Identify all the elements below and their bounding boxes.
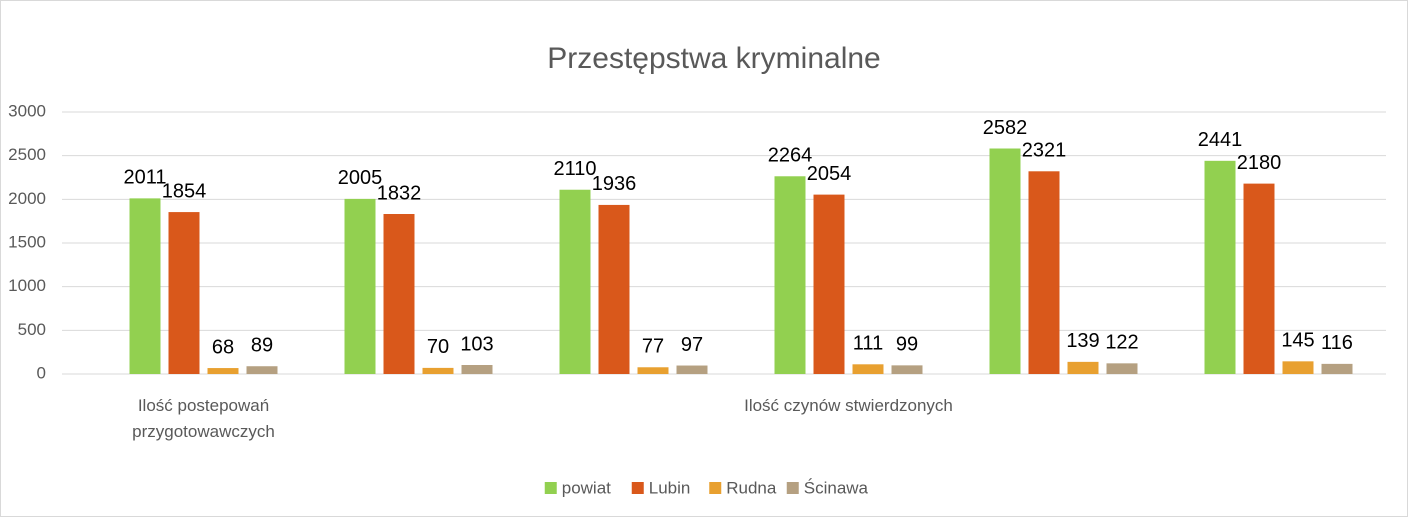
bar bbox=[813, 194, 845, 374]
legend-swatch bbox=[709, 482, 722, 494]
data-label: 2110 bbox=[553, 158, 596, 180]
y-tick-label: 2000 bbox=[8, 189, 46, 208]
data-label: 89 bbox=[251, 335, 273, 357]
bar bbox=[129, 198, 161, 374]
bar bbox=[559, 189, 591, 374]
y-tick-label: 1000 bbox=[8, 276, 46, 295]
bar bbox=[989, 148, 1021, 374]
data-label: 2011 bbox=[123, 167, 166, 189]
data-label: 2054 bbox=[807, 163, 852, 185]
y-tick-label: 500 bbox=[18, 320, 46, 339]
data-label: 97 bbox=[681, 334, 703, 356]
legend-swatch bbox=[631, 482, 644, 494]
data-label: 68 bbox=[212, 336, 234, 358]
data-label: 139 bbox=[1066, 330, 1099, 352]
bar bbox=[598, 204, 630, 374]
y-tick-label: 2500 bbox=[8, 145, 46, 164]
bar bbox=[1321, 363, 1353, 374]
bar bbox=[1282, 361, 1314, 374]
y-tick-label: 3000 bbox=[8, 101, 46, 120]
bar bbox=[461, 365, 493, 374]
bar bbox=[637, 367, 669, 374]
bar bbox=[774, 176, 806, 374]
x-tick-label: Ilość postepowań przygotowawczych bbox=[132, 396, 275, 441]
data-label: 2321 bbox=[1022, 140, 1067, 162]
data-label: 99 bbox=[896, 334, 918, 356]
data-label: 2582 bbox=[983, 117, 1028, 139]
y-tick-label: 1500 bbox=[8, 232, 46, 251]
bar bbox=[168, 212, 200, 374]
data-label: 2005 bbox=[338, 167, 383, 189]
legend-swatch bbox=[786, 482, 799, 494]
data-label: 122 bbox=[1105, 332, 1138, 354]
data-label: 1854 bbox=[162, 180, 207, 202]
bar bbox=[383, 214, 415, 374]
bar bbox=[246, 366, 278, 374]
data-label: 70 bbox=[427, 336, 449, 358]
bar bbox=[344, 198, 376, 374]
legend-label: Ścinawa bbox=[804, 478, 869, 497]
bar bbox=[207, 368, 239, 374]
bar bbox=[1204, 160, 1236, 374]
data-label: 77 bbox=[642, 336, 664, 358]
data-label: 116 bbox=[1321, 332, 1353, 354]
bar bbox=[891, 365, 923, 374]
bar bbox=[1106, 363, 1138, 374]
data-label: 111 bbox=[853, 333, 883, 355]
chart-title: Przestępstwa kryminalne bbox=[547, 42, 880, 75]
bar bbox=[422, 367, 454, 374]
data-label: 2180 bbox=[1237, 152, 1282, 174]
data-label: 2264 bbox=[768, 145, 813, 167]
bar bbox=[1028, 171, 1060, 374]
legend-label: Lubin bbox=[649, 478, 691, 497]
bar bbox=[676, 365, 708, 374]
y-tick-label: 0 bbox=[37, 363, 46, 382]
legend-label: Rudna bbox=[726, 478, 777, 497]
x-tick-label: Ilość czynów stwierdzonych bbox=[744, 396, 953, 415]
bar bbox=[1243, 183, 1275, 374]
legend-label: powiat bbox=[562, 478, 611, 497]
bar bbox=[1067, 361, 1099, 374]
data-label: 1832 bbox=[377, 182, 422, 204]
data-label: 1936 bbox=[592, 173, 637, 195]
data-label: 103 bbox=[460, 333, 493, 355]
legend-swatch bbox=[544, 482, 557, 494]
data-label: 2441 bbox=[1198, 129, 1243, 151]
data-label: 145 bbox=[1281, 330, 1314, 352]
bar bbox=[852, 364, 884, 374]
